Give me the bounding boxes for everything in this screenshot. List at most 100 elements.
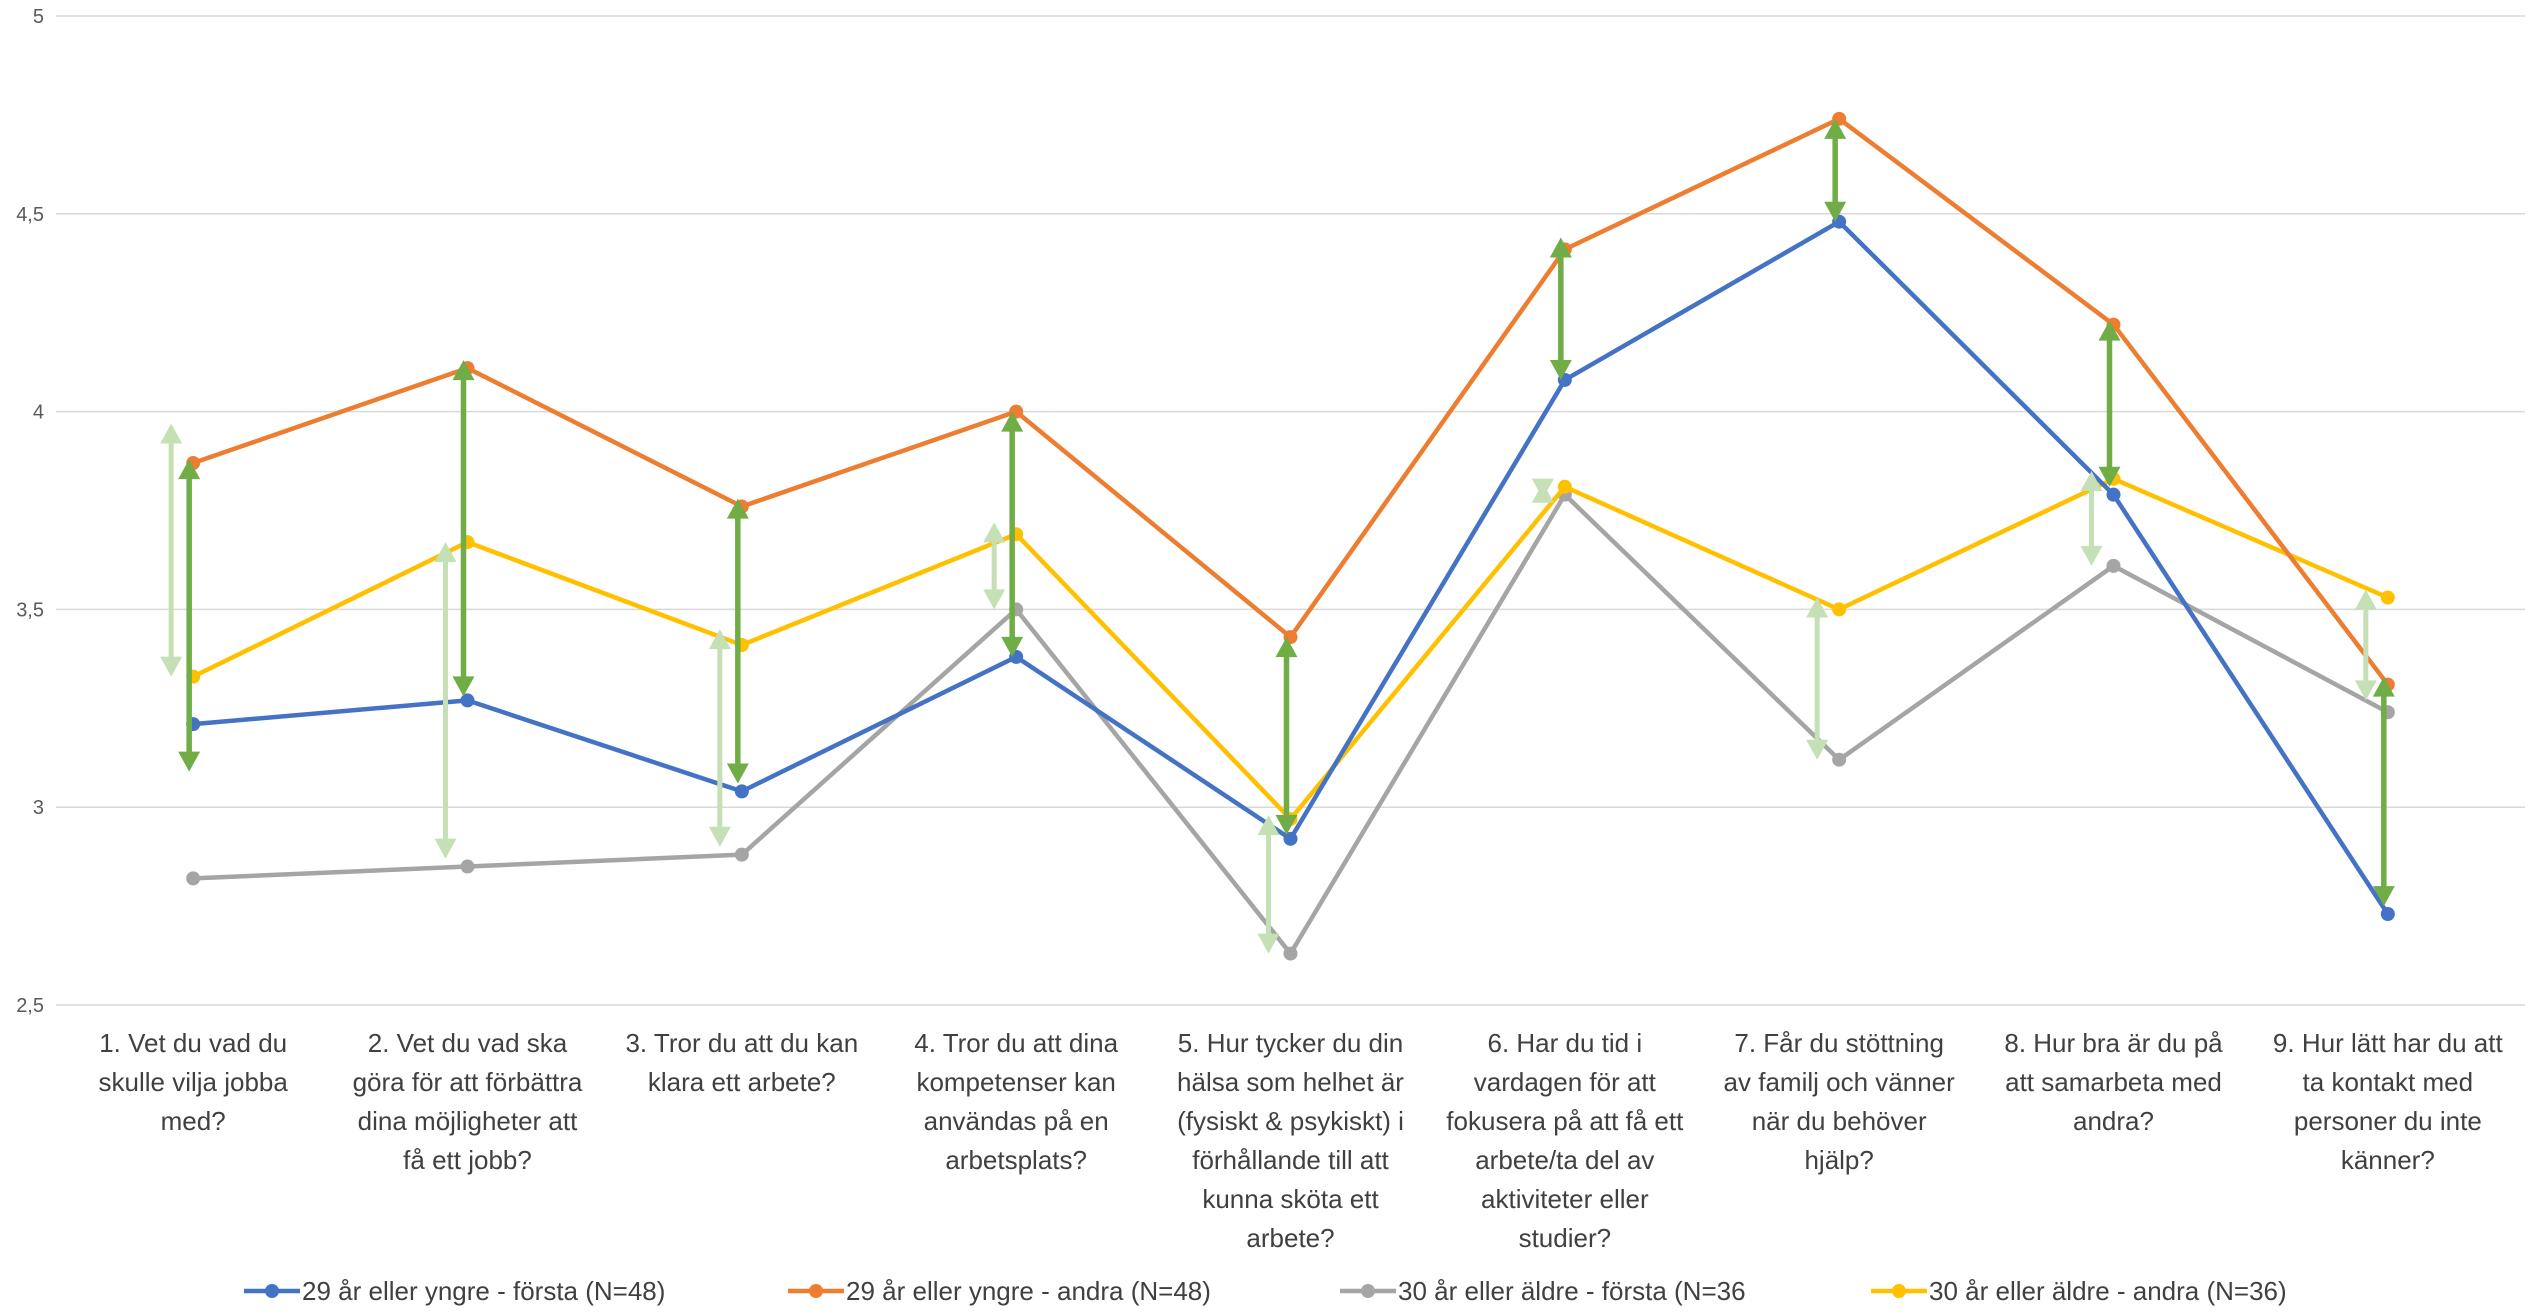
legend-marker xyxy=(265,1284,279,1298)
dark-green-arrow xyxy=(1001,411,1024,657)
legend-label: 30 år eller äldre - första (N=36 xyxy=(1398,1276,1746,1306)
arrow-head-down xyxy=(708,826,731,847)
arrow-head-down xyxy=(726,763,749,784)
dark-green-arrow xyxy=(1275,637,1298,835)
series-line xyxy=(192,116,2390,686)
arrow-head-down xyxy=(1531,478,1554,499)
y-tick-label: 4 xyxy=(33,402,44,424)
light-green-arrow xyxy=(1806,597,1829,760)
legend-marker xyxy=(1361,1284,1375,1298)
legend-item-4: 30 år eller äldre - andra (N=36) xyxy=(1871,1276,2287,1306)
x-category-label: 4. Tror du att dina kompetenser kan använd… xyxy=(914,1028,1118,1175)
series-2 xyxy=(186,111,2395,692)
x-category-label: 6. Har du tid i vardagen för att fokusera … xyxy=(1446,1028,1684,1253)
light-green-arrow xyxy=(160,423,183,677)
arrow-head-up xyxy=(160,423,183,444)
data-point xyxy=(2106,558,2121,573)
light-green-arrow xyxy=(1257,815,1280,954)
x-axis: 1. Vet du vad du skulle vilja jobba med? 2.… xyxy=(99,1028,2504,1253)
data-point xyxy=(460,859,475,874)
legend-label: 29 år eller yngre - andra (N=48) xyxy=(846,1276,1211,1306)
arrow-head-up xyxy=(708,629,731,650)
legend-item-3: 30 år eller äldre - första (N=36 xyxy=(1340,1276,1746,1306)
dark-green-arrow xyxy=(2372,676,2395,907)
data-point xyxy=(2380,590,2395,605)
data-point xyxy=(1557,479,1572,494)
y-tick-label: 3 xyxy=(33,797,44,819)
data-point xyxy=(734,847,749,862)
arrow-head-up xyxy=(1806,597,1829,618)
arrow-head-up xyxy=(726,498,749,519)
arrow-head-up xyxy=(2080,470,2103,491)
arrow-head-up xyxy=(452,360,475,381)
dark-green-arrow xyxy=(1824,118,1847,222)
data-point xyxy=(1283,831,1298,846)
dark-green-arrow xyxy=(726,498,749,784)
x-category-label: 1. Vet du vad du skulle vilja jobba med? xyxy=(99,1028,289,1136)
light-green-arrow xyxy=(1531,478,1554,503)
arrow-head-down xyxy=(2354,680,2377,701)
arrow-head-down xyxy=(1549,359,1572,380)
arrow-head-up xyxy=(434,542,457,563)
arrow-head-down xyxy=(1257,933,1280,954)
y-tick-label: 2,5 xyxy=(16,995,44,1017)
data-point xyxy=(2106,487,2121,502)
arrow-head-down xyxy=(2372,886,2395,907)
arrow-head-down xyxy=(1001,636,1024,657)
data-point xyxy=(1283,946,1298,961)
arrow-head-up xyxy=(983,522,1006,543)
arrow-head-up xyxy=(2354,589,2377,610)
legend: 29 år eller yngre - första (N=48) 29 år e… xyxy=(244,1276,2287,1306)
series-line xyxy=(192,219,2390,916)
legend-marker xyxy=(809,1284,823,1298)
arrow-head-down xyxy=(1824,201,1847,222)
arrow-head-down xyxy=(1275,814,1298,835)
data-point xyxy=(1832,752,1847,767)
y-tick-label: 3,5 xyxy=(16,599,44,621)
arrow-head-up xyxy=(2372,676,2395,697)
light-green-arrow xyxy=(983,522,1006,610)
legend-item-1: 29 år eller yngre - första (N=48) xyxy=(244,1276,665,1306)
gridlines xyxy=(56,15,2525,1006)
legend-item-2: 29 år eller yngre - andra (N=48) xyxy=(788,1276,1211,1306)
data-point xyxy=(734,784,749,799)
legend-label: 29 år eller yngre - första (N=48) xyxy=(302,1276,665,1306)
dark-green-arrow xyxy=(178,459,201,772)
data-point xyxy=(186,871,201,886)
dark-green-arrow xyxy=(2098,320,2121,487)
arrow-head-up xyxy=(1824,118,1847,139)
arrow-head-up xyxy=(1275,637,1298,658)
x-category-label: 5. Hur tycker du din hälsa som helhet är(… xyxy=(1177,1028,1404,1253)
arrow-head-down xyxy=(452,676,475,697)
legend-label: 30 år eller äldre - andra (N=36) xyxy=(1929,1276,2287,1306)
arrow-head-up xyxy=(1549,237,1572,258)
data-point xyxy=(460,693,475,708)
arrow-head-down xyxy=(1806,739,1829,760)
legend-marker xyxy=(1892,1284,1906,1298)
x-category-label: 7. Får du stöttning av familj och vänner n… xyxy=(1724,1028,1956,1175)
arrow-head-down xyxy=(160,656,183,677)
series-layer xyxy=(186,111,2395,961)
y-axis: 2,5 3 3,5 4 4,5 5 xyxy=(16,6,44,1017)
arrow-head-up xyxy=(178,459,201,480)
y-tick-label: 5 xyxy=(33,6,44,28)
arrow-head-up xyxy=(1257,815,1280,836)
x-category-label: 8. Hur bra är du på att samarbeta med andr… xyxy=(2004,1028,2223,1136)
dark-green-arrow xyxy=(1549,237,1572,380)
light-green-arrow xyxy=(2354,589,2377,701)
arrow-head-down xyxy=(2080,545,2103,566)
arrow-head-up xyxy=(2098,320,2121,341)
light-green-arrow xyxy=(708,629,731,847)
x-category-label: 9. Hur lätt har du att ta kontakt med pers… xyxy=(2273,1028,2504,1175)
arrow-head-down xyxy=(983,589,1006,610)
arrow-head-down xyxy=(178,751,201,772)
light-green-arrow xyxy=(434,542,457,859)
arrow-head-down xyxy=(434,838,457,859)
arrow-head-up xyxy=(1001,411,1024,432)
light-green-arrow xyxy=(2080,470,2103,566)
x-category-label: 2. Vet du vad ska göra för att förbättra d… xyxy=(353,1028,583,1175)
x-category-label: 3. Tror du att du kan klara ett arbete? xyxy=(625,1028,858,1097)
data-point xyxy=(1832,602,1847,617)
data-point xyxy=(2380,907,2395,922)
